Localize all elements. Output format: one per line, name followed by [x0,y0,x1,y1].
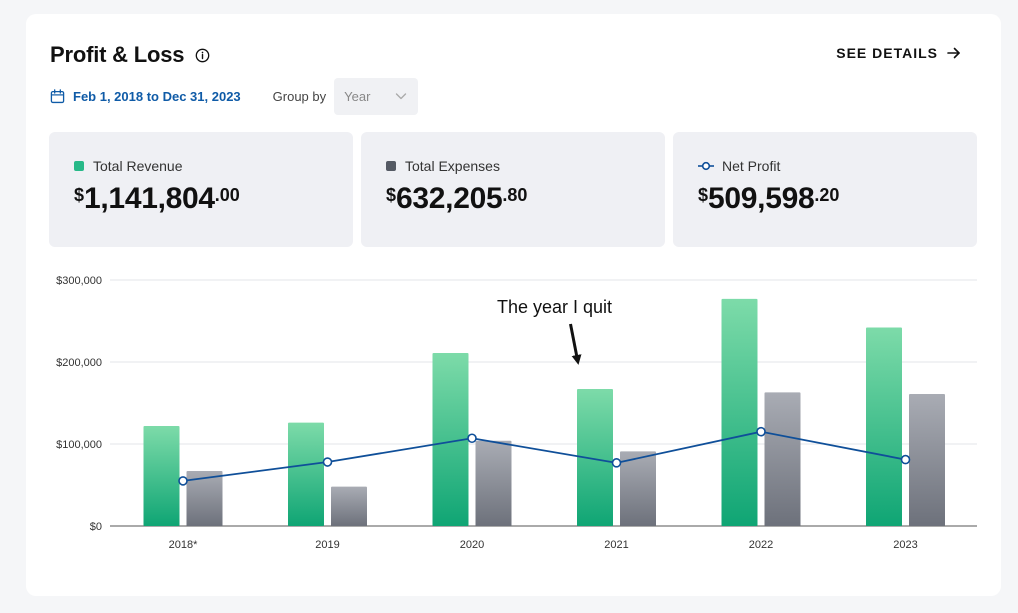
stat-total-expenses: Total Expenses $ 632,205 .80 [361,132,665,247]
y-tick-label: $0 [90,521,102,533]
net-profit-point [756,426,766,437]
stat-value: $ 1,141,804 .00 [74,182,353,216]
revenue-bar [866,327,902,526]
net-profit-point [611,458,622,468]
line-marker-icon [698,161,714,171]
value-cents: .00 [214,185,240,205]
group-by-select[interactable]: Year [334,78,419,115]
group-by-value: Year [344,89,371,104]
revenue-bar [288,422,324,526]
net-profit-point [900,454,911,465]
stat-label: Total Expenses [405,158,500,174]
annotation-arrow [569,323,582,365]
summary-stats: Total Revenue $ 1,141,804 .00 Total Expe… [49,132,985,247]
expenses-swatch [386,161,396,171]
calendar-icon[interactable] [50,89,65,104]
net-profit-point [322,457,333,467]
title-row: Profit & Loss [50,42,210,68]
see-details-link[interactable]: SEE DETAILS [836,45,961,61]
currency-symbol: $ [386,185,397,205]
expense-bar [620,451,656,526]
net-profit-point [467,433,477,444]
page-title: Profit & Loss [50,42,185,67]
expense-bar [764,392,801,526]
value-whole: 1,141,804 [84,182,215,215]
y-tick-label: $200,000 [56,357,102,369]
stat-value: $ 632,205 .80 [386,182,665,216]
expense-bar [186,471,223,526]
x-tick-label: 2022 [749,539,773,551]
value-cents: .80 [502,185,528,205]
expense-bar [475,440,512,526]
annotation-text: The year I quit [497,297,612,317]
chevron-down-icon [395,93,407,100]
filter-row: Feb 1, 2018 to Dec 31, 2023 Group by Yea… [50,78,419,115]
see-details-label: SEE DETAILS [836,45,938,61]
currency-symbol: $ [698,185,709,205]
net-profit-point [178,476,188,486]
info-icon[interactable] [195,48,210,63]
currency-symbol: $ [74,185,85,205]
revenue-bar [721,298,758,526]
revenue-swatch [74,161,84,171]
arrow-right-icon [947,47,960,59]
stat-total-revenue: Total Revenue $ 1,141,804 .00 [49,132,353,247]
stat-net-profit: Net Profit $ 509,598 .20 [673,132,977,247]
revenue-bar [143,425,180,526]
revenue-bar [577,389,613,526]
value-whole: 632,205 [396,182,503,215]
y-tick-label: $100,000 [56,439,102,451]
x-tick-label: 2023 [893,539,917,551]
group-by-label: Group by [272,89,327,104]
date-range-link[interactable]: Feb 1, 2018 to Dec 31, 2023 [73,89,241,104]
value-whole: 509,598 [708,182,815,215]
expense-bar [331,486,367,526]
stat-value: $ 509,598 .20 [698,182,977,216]
x-tick-label: 2019 [315,539,339,551]
x-tick-label: 2021 [604,539,628,551]
x-tick-label: 2020 [460,539,484,551]
value-cents: .20 [814,185,840,205]
expense-bar [909,393,945,526]
revenue-bar [432,352,469,526]
x-tick-label: 2018* [169,539,198,551]
net-profit-line [182,430,906,482]
stat-label: Net Profit [722,158,781,174]
y-tick-label: $300,000 [56,275,102,287]
stat-label: Total Revenue [93,158,183,174]
